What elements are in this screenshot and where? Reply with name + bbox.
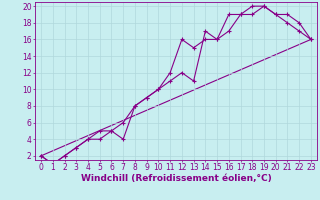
X-axis label: Windchill (Refroidissement éolien,°C): Windchill (Refroidissement éolien,°C) [81, 174, 271, 183]
